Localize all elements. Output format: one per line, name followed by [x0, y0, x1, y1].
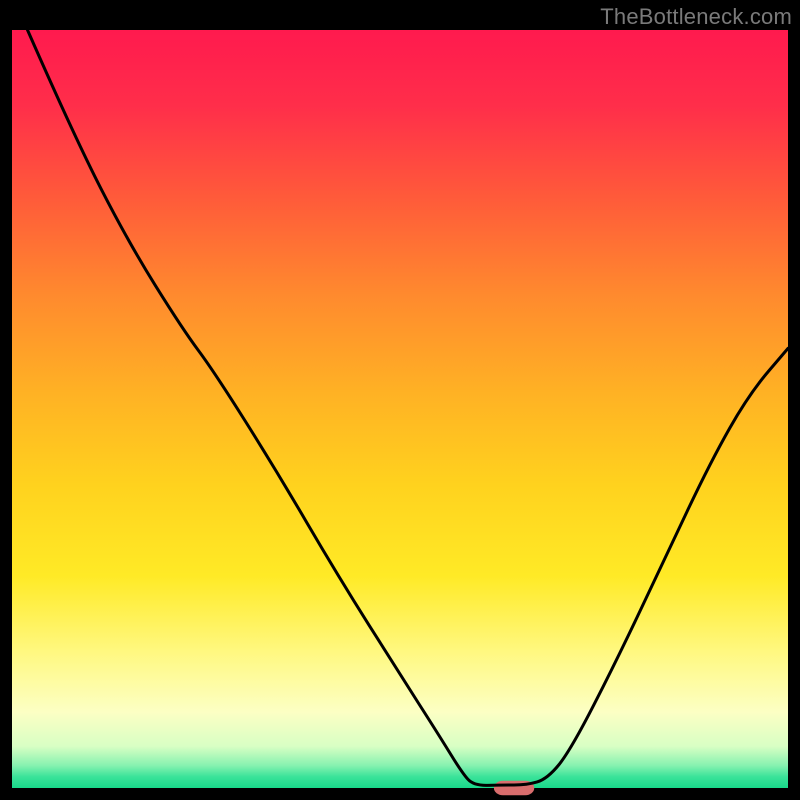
bottleneck-chart	[0, 0, 800, 800]
chart-container: { "watermark": { "text": "TheBottleneck.…	[0, 0, 800, 800]
watermark-text: TheBottleneck.com	[600, 4, 792, 30]
